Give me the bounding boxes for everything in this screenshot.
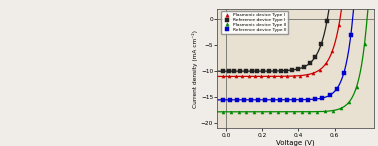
Reference device Type I: [273, 70, 277, 72]
Reference device Type I: [255, 70, 260, 72]
Plasmonic device Type II: [236, 111, 241, 113]
Reference device Type II: [235, 99, 239, 101]
Plasmonic device Type I: [324, 63, 328, 64]
Reference device Type I: [244, 70, 248, 72]
Plasmonic device Type I: [279, 75, 283, 77]
Plasmonic device Type II: [260, 111, 264, 113]
Plasmonic device Type I: [266, 75, 270, 77]
Reference device Type II: [341, 72, 346, 74]
Reference device Type I: [313, 56, 318, 58]
Reference device Type II: [220, 99, 225, 101]
Plasmonic device Type II: [347, 101, 351, 103]
Plasmonic device Type II: [268, 111, 272, 113]
Line: Plasmonic device Type I: Plasmonic device Type I: [221, 2, 347, 78]
Plasmonic device Type II: [362, 43, 367, 45]
Reference device Type I: [261, 70, 266, 72]
Reference device Type I: [302, 66, 306, 68]
Plasmonic device Type I: [285, 75, 290, 77]
Line: Plasmonic device Type II: Plasmonic device Type II: [221, 2, 374, 113]
Reference device Type II: [320, 97, 325, 99]
Reference device Type I: [249, 70, 254, 72]
Plasmonic device Type II: [228, 111, 233, 113]
Reference device Type I: [284, 70, 289, 71]
Reference device Type II: [349, 34, 353, 36]
Plasmonic device Type I: [220, 75, 225, 77]
Reference device Type II: [327, 94, 332, 96]
Plasmonic device Type II: [276, 111, 280, 113]
Reference device Type I: [267, 70, 271, 72]
Plasmonic device Type I: [253, 75, 257, 77]
Plasmonic device Type II: [339, 107, 343, 109]
Plasmonic device Type II: [220, 111, 225, 113]
Plasmonic device Type II: [284, 111, 288, 113]
Reference device Type I: [319, 43, 324, 45]
Reference device Type II: [277, 99, 282, 101]
Reference device Type I: [226, 70, 231, 72]
Plasmonic device Type II: [315, 111, 319, 113]
Legend: Plasmonic device Type I, Reference device Type I, Plasmonic device Type II, Refe: Plasmonic device Type I, Reference devic…: [221, 11, 288, 34]
Reference device Type II: [256, 99, 260, 101]
Reference device Type II: [285, 99, 289, 101]
Reference device Type II: [263, 99, 268, 101]
Reference device Type II: [313, 98, 318, 100]
Reference device Type II: [356, 3, 360, 4]
Reference device Type I: [232, 70, 237, 72]
Plasmonic device Type I: [311, 72, 315, 74]
Plasmonic device Type I: [227, 75, 231, 77]
Plasmonic device Type I: [298, 75, 302, 77]
Plasmonic device Type II: [355, 86, 359, 87]
Y-axis label: Current density (mA cm⁻²): Current density (mA cm⁻²): [192, 30, 198, 108]
Plasmonic device Type II: [323, 111, 327, 112]
Plasmonic device Type II: [299, 111, 304, 113]
Reference device Type II: [306, 99, 310, 100]
Plasmonic device Type I: [272, 75, 277, 77]
Line: Reference device Type I: Reference device Type I: [221, 2, 334, 73]
Reference device Type II: [299, 99, 303, 101]
Reference device Type I: [296, 68, 300, 70]
Reference device Type I: [325, 20, 329, 22]
Plasmonic device Type II: [331, 110, 335, 111]
Plasmonic device Type I: [291, 75, 296, 77]
Plasmonic device Type II: [370, 3, 375, 4]
Line: Reference device Type II: Reference device Type II: [221, 2, 359, 101]
Plasmonic device Type I: [343, 3, 348, 4]
Reference device Type I: [307, 62, 312, 64]
Reference device Type II: [242, 99, 246, 101]
Plasmonic device Type II: [244, 111, 249, 113]
X-axis label: Voltage (V): Voltage (V): [276, 140, 315, 146]
Reference device Type II: [228, 99, 232, 101]
Plasmonic device Type II: [291, 111, 296, 113]
Plasmonic device Type I: [259, 75, 264, 77]
Reference device Type I: [330, 3, 335, 4]
Plasmonic device Type II: [252, 111, 257, 113]
Reference device Type I: [278, 70, 283, 72]
Reference device Type II: [270, 99, 275, 101]
Reference device Type I: [238, 70, 242, 72]
Reference device Type II: [335, 88, 339, 90]
Plasmonic device Type I: [233, 75, 238, 77]
Plasmonic device Type I: [240, 75, 245, 77]
Plasmonic device Type I: [317, 69, 322, 71]
Plasmonic device Type I: [330, 50, 335, 52]
Reference device Type II: [292, 99, 296, 101]
Plasmonic device Type I: [337, 24, 341, 26]
Plasmonic device Type II: [307, 111, 312, 113]
Plasmonic device Type I: [304, 74, 309, 76]
Reference device Type I: [220, 70, 225, 72]
Reference device Type I: [290, 69, 294, 71]
Reference device Type II: [249, 99, 254, 101]
Plasmonic device Type I: [246, 75, 251, 77]
